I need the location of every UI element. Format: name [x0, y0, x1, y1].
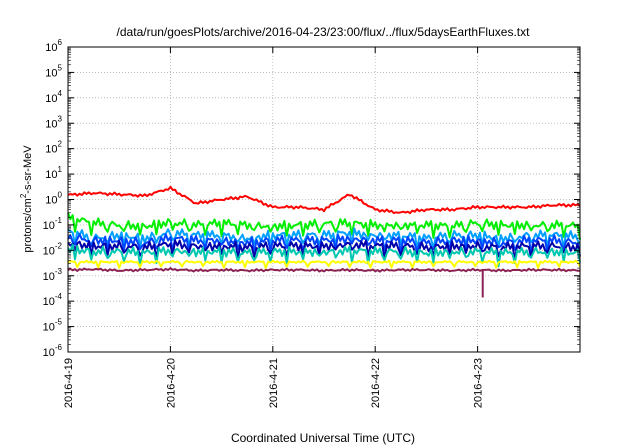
y-tick-label: 10-3 [43, 267, 63, 283]
y-tick-exponent: -1 [55, 216, 63, 225]
y-tick-exponent: 2 [58, 140, 63, 149]
y-tick-label: 10-5 [43, 318, 63, 334]
y-tick-base: 10 [45, 169, 57, 181]
y-tick-exponent: -2 [55, 241, 63, 250]
grid-lines [68, 47, 580, 352]
series-line-5 [67, 239, 581, 262]
y-tick-base: 10 [43, 322, 55, 334]
chart-title: /data/run/goesPlots/archive/2016-04-23/2… [117, 25, 531, 39]
series-line-8 [67, 267, 581, 273]
y-axis: 10-610-510-410-310-210-11001011021031041… [43, 38, 580, 359]
x-axis: 2016-4-19 2016-4-20 2016-4-21 2016-4-22 2016… [63, 47, 485, 408]
y-tick-base: 10 [45, 42, 57, 54]
y-tick-exponent: -4 [55, 292, 63, 301]
y-label-part-1: protons/cm [22, 198, 34, 252]
x-tick-label: 2016-4-19 [63, 358, 75, 408]
y-tick-label: 10-2 [43, 241, 63, 257]
y-tick-label: 105 [45, 63, 62, 79]
series-line-6 [67, 243, 581, 268]
series-line-1 [67, 185, 581, 215]
y-tick-label: 10-1 [43, 216, 63, 232]
y-tick-base: 10 [45, 144, 57, 156]
y-axis-label: protons/cm2-s-sr-MeV [19, 145, 34, 253]
y-tick-exponent: -3 [55, 267, 63, 276]
y-tick-base: 10 [43, 245, 55, 257]
y-tick-exponent: 4 [58, 89, 63, 98]
y-tick-exponent: 0 [58, 191, 63, 200]
y-tick-exponent: 5 [58, 63, 63, 72]
x-tick-label: 2016-4-22 [370, 358, 382, 408]
y-tick-base: 10 [45, 195, 57, 207]
x-tick-label: 2016-4-20 [165, 358, 177, 408]
y-tick-exponent: -6 [55, 343, 63, 352]
y-tick-label: 102 [45, 140, 62, 156]
y-tick-label: 10-6 [43, 343, 63, 359]
y-tick-base: 10 [43, 271, 55, 283]
series-line-4 [67, 233, 581, 255]
y-tick-label: 10-4 [43, 292, 63, 308]
y-tick-base: 10 [43, 347, 55, 359]
y-tick-exponent: -5 [55, 318, 63, 327]
y-tick-label: 103 [45, 114, 62, 130]
series-line-7 [67, 259, 581, 270]
y-tick-base: 10 [43, 296, 55, 308]
y-tick-base: 10 [45, 93, 57, 105]
y-label-part-2: -s-sr-MeV [22, 145, 34, 194]
x-axis-label: Coordinated Universal Time (UTC) [231, 431, 415, 445]
y-tick-label: 101 [45, 165, 62, 181]
y-label-superscript: 2 [19, 193, 28, 198]
y-tick-base: 10 [43, 220, 55, 232]
y-tick-exponent: 1 [58, 165, 63, 174]
x-tick-label: 2016-4-21 [268, 358, 280, 408]
series-line-2 [67, 212, 581, 240]
series-line-3 [67, 227, 581, 251]
y-tick-exponent: 6 [58, 38, 63, 47]
series-group [67, 185, 581, 298]
x-tick-label: 2016-4-23 [473, 358, 485, 408]
y-tick-label: 104 [45, 89, 62, 105]
y-tick-label: 100 [45, 191, 62, 207]
y-tick-base: 10 [45, 67, 57, 79]
y-tick-label: 106 [45, 38, 62, 54]
y-tick-exponent: 3 [58, 114, 63, 123]
y-tick-base: 10 [45, 118, 57, 130]
